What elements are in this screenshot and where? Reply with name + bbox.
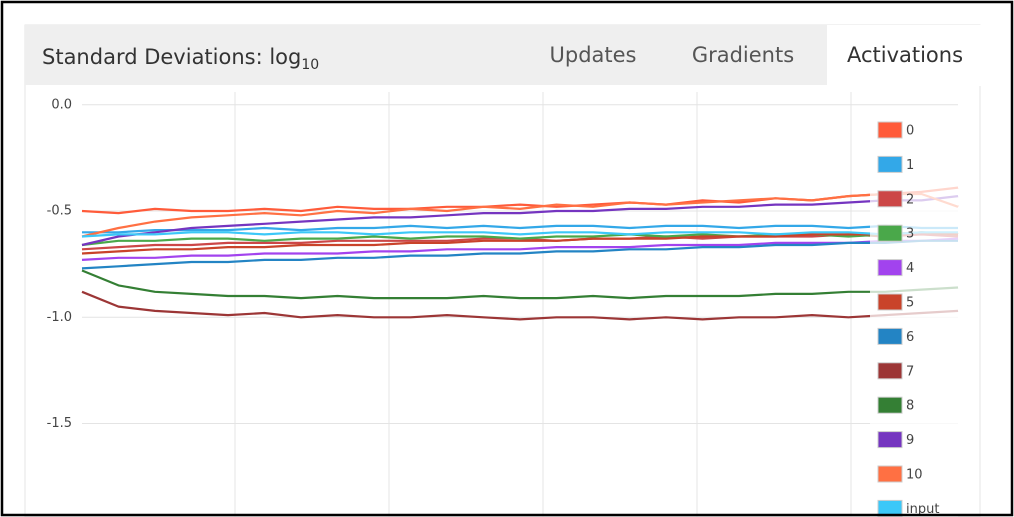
legend-swatch <box>877 293 903 311</box>
legend-swatch <box>877 431 903 449</box>
chart: 0.0 -0.5 -1.0 -1.5 0 1 2 3 4 5 6 7 8 9 10 input <box>47 92 959 517</box>
legend-label: 2 <box>906 192 914 207</box>
y-tick-label: 0.0 <box>51 97 72 112</box>
tab-bar: Updates Gradients Activations <box>550 25 985 86</box>
tab[interactable]: Gradients <box>692 43 794 67</box>
legend-swatch <box>877 465 903 483</box>
panel-title: Standard Deviations: log10 <box>42 45 319 73</box>
legend-label: 6 <box>906 330 914 345</box>
legend-background <box>870 112 958 517</box>
legend-swatch <box>877 190 903 208</box>
legend-label: 3 <box>906 227 914 242</box>
title-text: Standard Deviations: log <box>42 45 301 69</box>
legend-swatch <box>877 327 903 345</box>
series-line <box>81 237 959 261</box>
title-subscript: 10 <box>301 57 319 73</box>
panel <box>24 24 981 517</box>
tab[interactable]: Activations <box>847 43 963 67</box>
legend-label: input <box>906 502 939 517</box>
legend-label: 0 <box>906 124 914 139</box>
y-tick-label: -1.0 <box>47 310 72 325</box>
tab[interactable]: Updates <box>550 43 637 67</box>
y-tick-label: -0.5 <box>47 204 72 219</box>
legend-label: 9 <box>906 433 914 448</box>
series-line <box>82 224 958 234</box>
series-line <box>81 192 959 238</box>
series-line <box>81 231 958 238</box>
y-tick-label: -1.5 <box>47 416 72 431</box>
legend-label: 5 <box>906 296 914 311</box>
series-line <box>81 195 959 247</box>
legend-swatch <box>877 362 903 380</box>
series-line <box>81 231 959 255</box>
panel-header <box>25 25 980 85</box>
legend-label: 8 <box>906 399 914 414</box>
legend-swatch <box>877 396 903 414</box>
legend-label: 4 <box>906 261 914 276</box>
series-line <box>81 239 958 270</box>
legend-label: 7 <box>906 364 914 379</box>
legend-swatch <box>877 121 903 139</box>
series-line <box>81 290 959 321</box>
active-tab-background <box>827 25 985 86</box>
legend-label: 10 <box>906 468 923 483</box>
series-line <box>81 269 959 300</box>
legend-swatch <box>877 224 903 242</box>
legend-swatch <box>877 259 903 277</box>
legend-label: 1 <box>906 158 914 173</box>
legend-swatch <box>877 499 903 517</box>
legend-swatch <box>877 155 903 173</box>
